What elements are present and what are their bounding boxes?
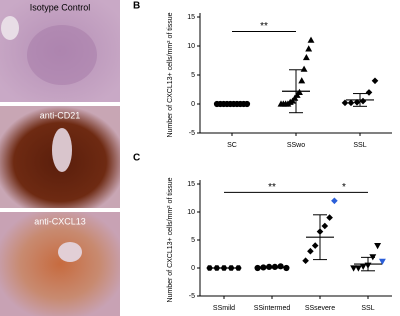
data-point xyxy=(300,65,308,72)
data-point xyxy=(326,214,333,221)
panel-label: B xyxy=(133,1,140,12)
y-tick-label: 10 xyxy=(187,43,195,50)
x-tick-label: SSsevere xyxy=(305,305,335,312)
y-tick-label: 5 xyxy=(191,72,195,79)
x-tick-label: SSL xyxy=(353,142,366,149)
y-tick-label: 0 xyxy=(191,101,195,108)
data-point xyxy=(283,264,290,272)
data-point xyxy=(359,263,367,270)
data-point xyxy=(331,197,338,205)
data-point xyxy=(354,265,362,272)
x-tick-label: SSL xyxy=(361,305,374,312)
image-caption: anti-CD21 xyxy=(40,110,81,120)
image-caption: anti-CXCL13 xyxy=(34,216,86,226)
data-point xyxy=(305,45,313,52)
texture xyxy=(1,16,19,40)
data-point xyxy=(307,36,315,43)
data-point xyxy=(365,89,373,96)
y-tick-label: 10 xyxy=(187,209,195,216)
y-axis-label: Number of CXCL13+ cells/mm² of tissue xyxy=(167,12,174,137)
y-tick-label: 15 xyxy=(187,14,195,21)
data-point xyxy=(359,97,367,105)
texture xyxy=(27,25,97,85)
data-point xyxy=(307,247,314,255)
data-point xyxy=(347,99,355,107)
data-point xyxy=(296,88,303,95)
data-point xyxy=(353,98,361,106)
micrograph xyxy=(0,212,120,316)
data-point xyxy=(206,265,213,271)
data-point xyxy=(321,222,329,230)
x-tick-label: SSwo xyxy=(287,142,305,149)
data-point xyxy=(374,243,382,250)
data-point xyxy=(350,265,358,272)
x-tick-label: SSmild xyxy=(213,305,235,312)
data-point xyxy=(371,77,379,85)
y-tick-label: 15 xyxy=(187,181,195,188)
significance-label: ** xyxy=(268,182,276,193)
y-tick-label: -5 xyxy=(189,293,195,300)
data-point xyxy=(378,258,386,265)
data-point xyxy=(289,97,296,104)
y-tick-label: 0 xyxy=(191,265,195,272)
x-tick-label: SSintermed xyxy=(254,305,291,312)
data-point xyxy=(341,99,349,107)
image-caption: Isotype Control xyxy=(30,2,91,12)
significance-label: ** xyxy=(260,21,268,32)
data-point xyxy=(302,53,310,61)
texture xyxy=(58,242,82,262)
texture xyxy=(52,128,72,172)
data-point xyxy=(243,100,251,108)
data-point xyxy=(298,77,306,84)
y-axis-label: Number of CXCL13+ cells/mm² of tissue xyxy=(167,177,174,302)
data-point xyxy=(311,242,319,249)
x-tick-label: SC xyxy=(227,142,237,149)
significance-label: * xyxy=(342,182,346,193)
data-point xyxy=(302,257,309,265)
panel-label: C xyxy=(133,153,140,164)
y-tick-label: 5 xyxy=(191,237,195,244)
y-tick-label: -5 xyxy=(189,130,195,137)
